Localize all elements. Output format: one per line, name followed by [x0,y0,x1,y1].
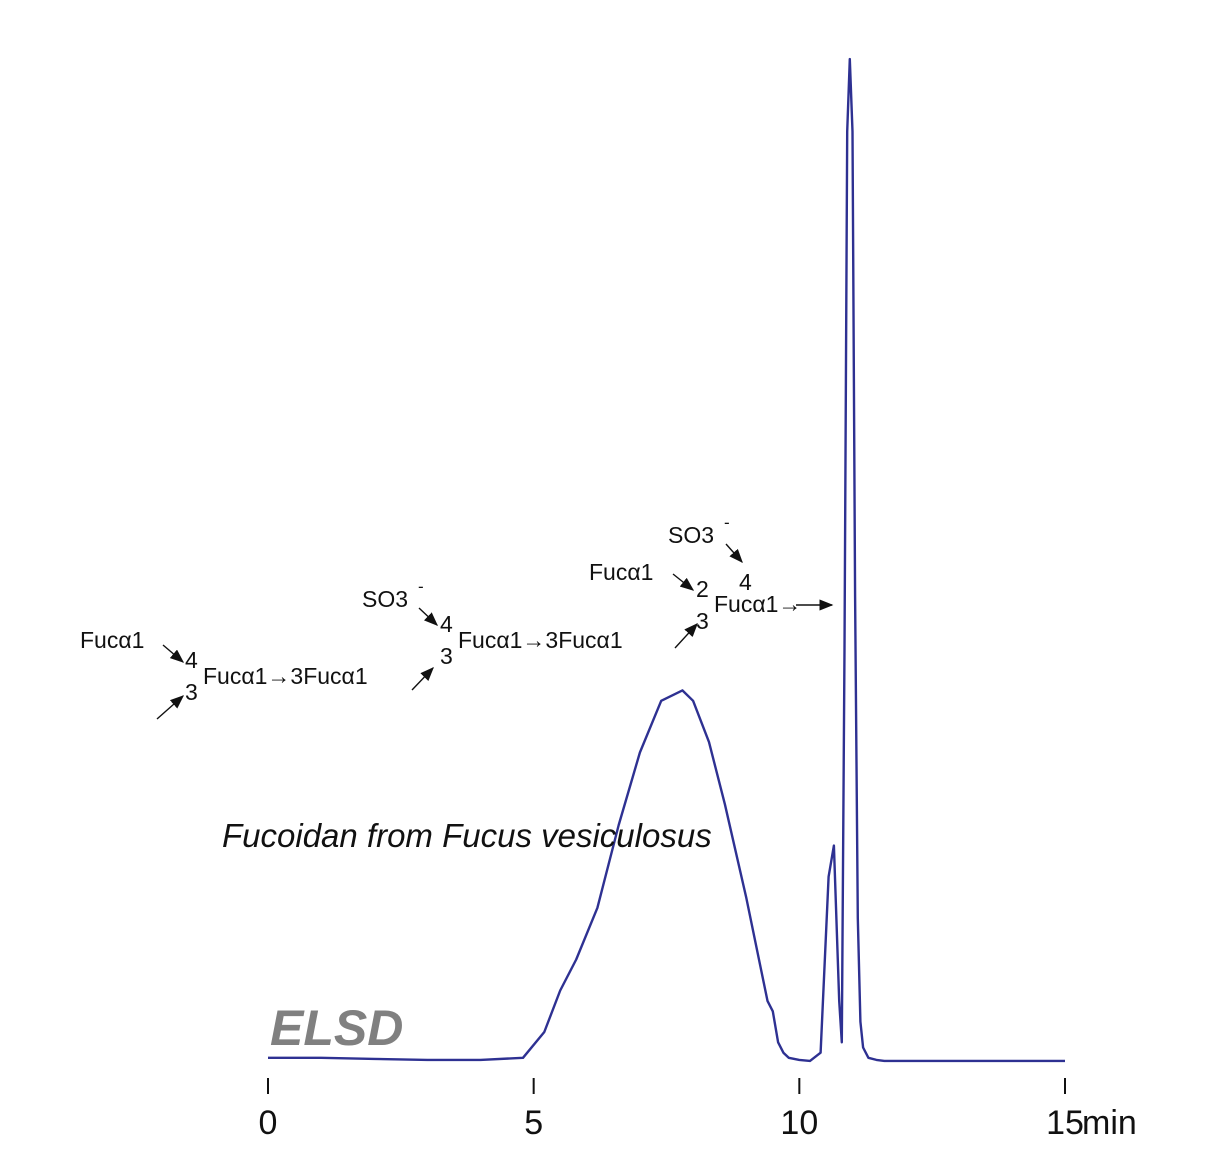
chromatogram-trace [268,57,1065,1063]
struct-arrow [162,644,185,663]
struct-seg3-pos4: 4 [739,569,752,595]
struct-arrow [411,666,434,691]
struct-seg3-left: Fucα1 [589,559,653,585]
x-axis-tick-labels: 0 5 10 15 [259,1104,1084,1142]
struct-seg3-so3: SO3 [668,522,714,548]
sample-label: Fucoidan from Fucus vesiculosus [222,817,712,854]
detector-label: ELSD [270,1000,403,1056]
struct-arrow [672,573,695,591]
x-tick-label: 5 [524,1104,543,1142]
struct-arrow [156,695,185,720]
struct-seg3-pos2: 2 [696,576,709,602]
struct-seg2-main: Fucα1→3Fucα1 [458,627,623,653]
x-tick-label: 10 [780,1104,818,1142]
x-tick-label: 0 [259,1104,278,1142]
struct-seg3-minus: - [724,513,730,532]
struct-arrow [674,622,698,649]
struct-seg3-pos3: 3 [696,608,709,634]
struct-seg2-pos4: 4 [440,611,453,637]
x-tick-label: 15 [1046,1104,1084,1142]
struct-seg1-left: Fucα1 [80,627,144,653]
struct-seg2-pos3: 3 [440,643,453,669]
fucoidan-structure: Fucα1 4 3 Fucα1→3Fucα1 SO3 - 4 3 Fucα1→3… [80,513,834,720]
struct-arrow [725,543,743,564]
struct-seg1-pos4: 4 [185,647,198,673]
struct-seg1-pos3: 3 [185,679,198,705]
struct-seg3-main: Fucα1→ [714,591,801,617]
struct-seg2-minus: - [418,577,424,596]
struct-seg2-so3: SO3 [362,586,408,612]
x-axis-ticks [267,1078,1066,1094]
x-axis-unit-label: min [1082,1104,1137,1142]
struct-seg1-main: Fucα1→3Fucα1 [203,663,368,689]
struct-arrow [418,607,439,626]
